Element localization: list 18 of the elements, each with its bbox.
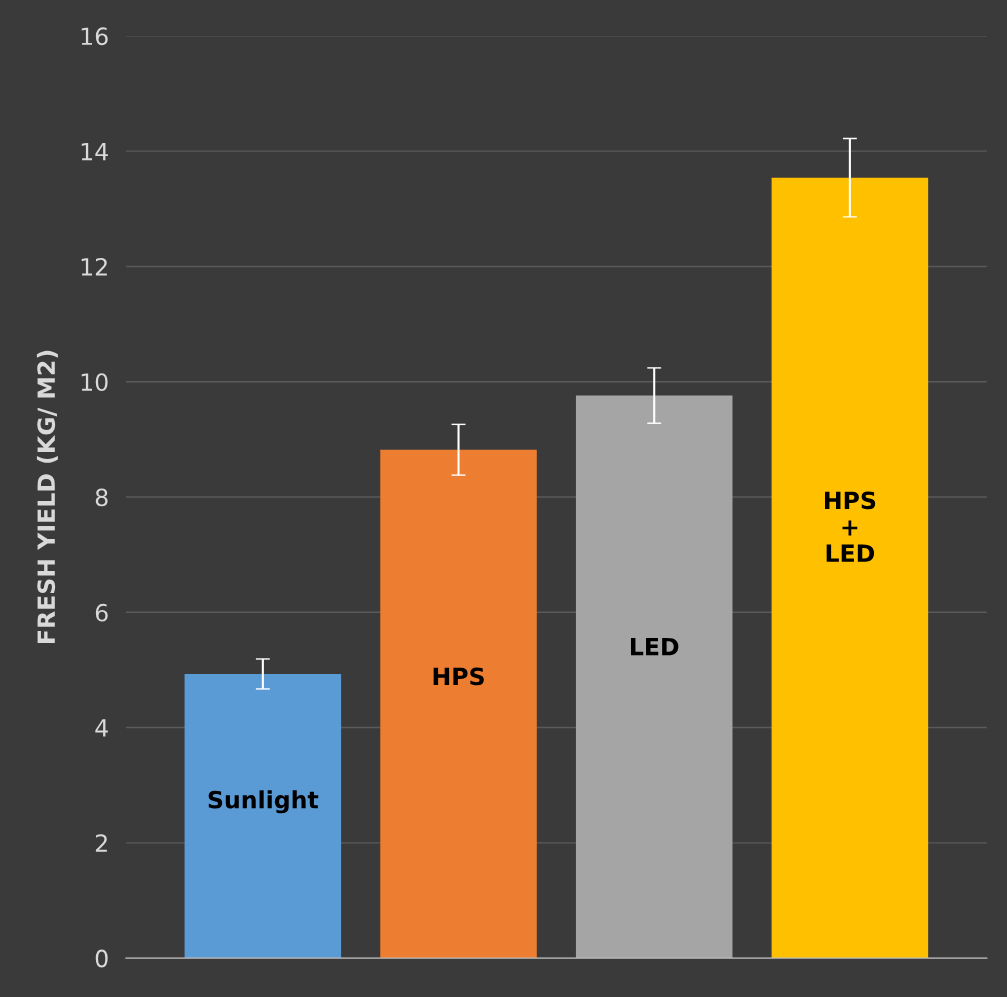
x-tick-label: HPS [433,667,484,686]
y-tick-label: 16 [81,27,108,46]
y-tick-label: 10 [81,373,108,392]
bar [184,673,342,959]
y-tick-label: 12 [81,257,107,276]
x-tick-label: Sunlight [208,790,319,814]
x-tick-label: HPS + LED [825,491,876,562]
bar [771,177,929,959]
x-tick-label: LED [630,638,679,656]
y-tick-label: 6 [95,603,108,622]
y-tick-label: 0 [95,949,108,968]
y-tick-label: 2 [95,834,107,852]
y-tick-label: 4 [95,719,108,737]
y-tick-label: 8 [95,488,108,507]
y-tick-label: 14 [81,142,108,161]
bar [575,395,733,959]
y-axis-title: FRESH YIELD (KG/ M2) [36,350,58,643]
bar [380,449,537,959]
